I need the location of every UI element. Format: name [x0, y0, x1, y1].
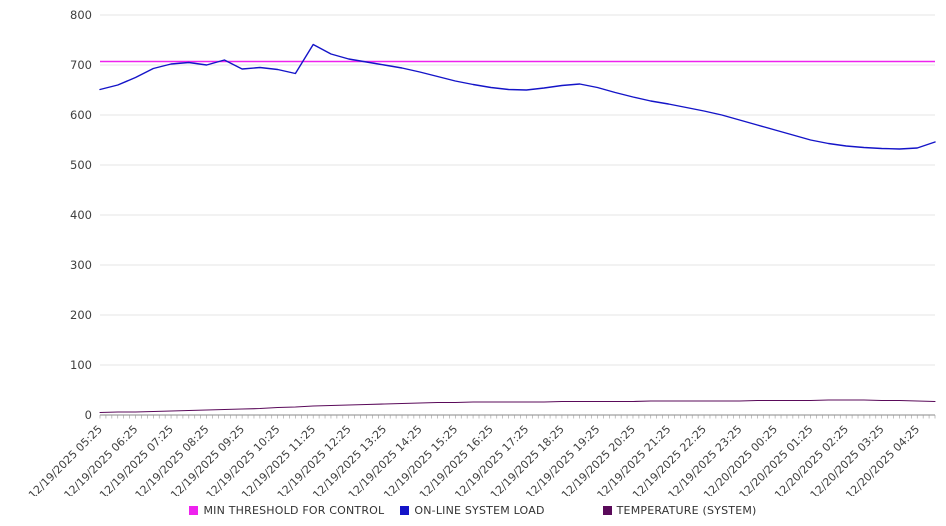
legend-swatch-icon — [602, 505, 612, 515]
x-tick-label: 12/19/2025 05:25 — [26, 423, 105, 496]
legend-label: TEMPERATURE (SYSTEM) — [616, 503, 757, 517]
y-tick-label: 600 — [70, 108, 92, 122]
y-tick-label: 300 — [70, 258, 92, 272]
legend-label: MIN THRESHOLD FOR CONTROL — [203, 503, 385, 517]
chart-legend: MIN THRESHOLD FOR CONTROL ON-LINE SYSTEM … — [0, 496, 946, 524]
y-tick-label: 700 — [70, 58, 92, 72]
legend-swatch-icon — [189, 505, 199, 515]
y-tick-label: 200 — [70, 308, 92, 322]
chart-container: 0 100 200 300 400 500 600 700 800 12/19/2025 05:2… — [26, 8, 936, 502]
legend-item[interactable]: TEMPERATURE (SYSTEM) — [602, 503, 757, 517]
legend-item[interactable]: ON-LINE SYSTEM LOAD — [400, 504, 544, 517]
y-tick-label: 0 — [85, 408, 92, 422]
legend-swatch-icon — [400, 505, 410, 515]
temperature-series-line — [99, 399, 936, 414]
y-tick-label: 400 — [70, 208, 92, 222]
y-tick-label: 500 — [70, 158, 92, 172]
y-tick-label: 100 — [70, 358, 92, 372]
load-series-line — [99, 43, 936, 150]
y-tick-label: 800 — [70, 8, 92, 22]
legend-item[interactable]: MIN THRESHOLD FOR CONTROL — [189, 504, 384, 517]
legend-label: ON-LINE SYSTEM LOAD — [414, 503, 545, 517]
chart-canvas: 0 100 200 300 400 500 600 700 800 12/19/2025 05:2… — [26, 8, 936, 502]
